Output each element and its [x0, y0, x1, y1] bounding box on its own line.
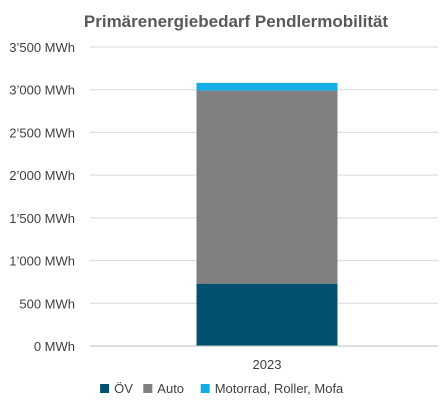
legend-label: Motorrad, Roller, Mofa	[215, 381, 344, 396]
legend-item: Motorrad, Roller, Mofa	[200, 381, 344, 396]
legend-item: Auto	[143, 381, 184, 396]
bar-segment	[196, 283, 338, 346]
y-tick-label: 1’500 MWh	[9, 211, 75, 226]
bars	[196, 82, 338, 346]
legend-swatch	[100, 384, 110, 393]
y-tick-label: 2’500 MWh	[9, 125, 75, 140]
y-tick-label: 3’000 MWh	[9, 83, 75, 98]
y-axis-ticks: 0 MWh 500 MWh 1’000 MWh 1’500 MWh 2’000 MWh 2…	[9, 40, 75, 354]
x-category-label: 2023	[253, 357, 282, 372]
chart-title: Primärenergiebedarf Pendlermobilität	[84, 12, 389, 31]
legend-swatch	[143, 384, 153, 393]
x-axis: 2023	[90, 345, 438, 372]
y-tick-label: 3’500 MWh	[9, 40, 75, 55]
bar-segment	[196, 90, 338, 284]
legend-item: ÖV	[100, 381, 133, 396]
y-tick-label: 0 MWh	[34, 339, 75, 354]
bar-segment	[196, 82, 338, 91]
legend-swatch	[200, 384, 210, 393]
legend: ÖV Auto Motorrad, Roller, Mofa	[100, 381, 344, 396]
y-tick-label: 500 MWh	[19, 296, 75, 311]
legend-label: ÖV	[114, 381, 133, 396]
y-tick-label: 2’000 MWh	[9, 168, 75, 183]
y-tick-label: 1’000 MWh	[9, 254, 75, 269]
legend-label: Auto	[157, 381, 184, 396]
